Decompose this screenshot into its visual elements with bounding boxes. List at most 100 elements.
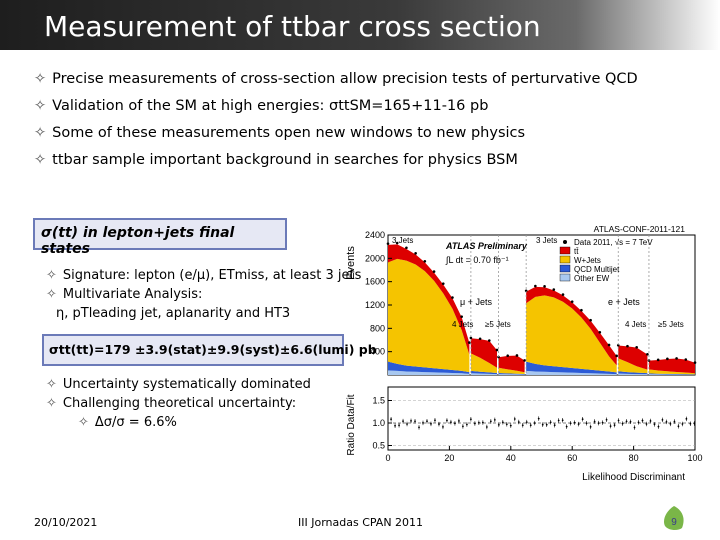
area-qcd-region-1 [470,370,497,375]
ratio-point [693,422,696,425]
data-point [534,284,537,288]
bullet-item: ✧ Validation of the SM at high energies: … [34,98,489,114]
ratio-point [533,422,536,424]
area-other-region-5 [648,374,695,375]
data-point [580,308,583,312]
chart-annotations: ATLAS Preliminary ∫L dt = 0.70 fb⁻¹ 3 Jets… [392,236,684,329]
page-number: 9 [671,517,677,528]
area-ttbar-region-2 [498,355,525,373]
chart-annotation: ≥5 Jets [485,320,511,329]
ratio-tick-label: 1.5 [372,396,385,406]
star-bullet-icon: ✧ [34,125,47,141]
ratio-point [521,424,524,427]
ratio-point [485,426,488,428]
slide-title: Measurement of ttbar cross section [44,10,541,43]
ratio-point [450,421,452,424]
x-tick-label: 60 [567,453,577,463]
area-ttbar-region-0 [388,244,470,355]
ratio-point [637,421,640,424]
area-wjets-region-1 [470,353,497,373]
star-bullet-icon: ✧ [46,268,57,283]
ratio-point [681,423,684,425]
ratio-point [633,426,636,429]
legend-label: Data 2011, √s = 7 TeV [574,238,653,247]
area-qcd-region-4 [618,371,648,375]
ratio-point [585,422,588,425]
star-bullet-icon: ✧ [46,287,57,302]
data-point [656,358,660,362]
data-point [488,339,491,342]
area-wjets-region-4 [618,358,648,374]
details-list: ✧ Signature: lepton (e/μ), ETmiss, at lea… [46,266,361,323]
legend-marker-data [563,240,567,244]
area-wjets-region-5 [648,369,695,375]
ratio-point [525,421,528,423]
area-other-region-2 [498,374,525,375]
ratio-point [673,420,676,423]
uncertainty-item: ✧ Uncertainty systematically dominated [46,377,311,392]
area-qcd-region-2 [498,372,525,375]
ratio-point [426,420,428,423]
legend-label: W+Jets [574,256,601,265]
y-tick-label: 2000 [365,253,385,263]
data-point [561,293,565,296]
ratio-point [541,423,544,426]
area-qcd-region-0 [388,361,470,374]
ratio-point [517,421,520,423]
area-wjets-region-2 [498,367,525,374]
footer-date: 20/10/2021 [34,516,98,529]
ratio-point [561,419,564,422]
data-point [607,343,611,347]
section-box-label: σ(tt) in lepton+jets final states [41,225,235,257]
data-point [469,336,473,340]
ratio-point [645,423,648,425]
plot-main: 400 800 1200 1600 2000 2400 [365,230,697,376]
area-wjets-region-0 [388,258,470,373]
x-tick-label: 40 [506,453,516,463]
x-tick-label: 0 [385,453,390,463]
area-ttbar-region-4 [618,345,648,370]
chart-annotation: e + Jets [608,297,640,307]
ratio-point [402,420,404,423]
data-point [468,341,471,344]
star-bullet-icon: ✧ [78,415,89,430]
ratio-point [477,421,480,424]
data-point [684,358,688,361]
area-other-region-4 [618,373,648,375]
data-point [451,296,454,299]
y-axis-label: Events [345,246,357,280]
ratio-point [581,418,584,421]
data-point [589,318,592,322]
ratio-point [418,426,420,429]
ratio-point [545,423,548,426]
ratio-point [501,421,504,424]
ratio-point [529,424,532,427]
ratio-point [569,422,572,425]
detail-subitem: η, pTleading jet, aplanarity and HT3 [56,306,291,321]
star-bullet-icon: ✧ [34,71,47,87]
area-other-region-1 [470,373,497,375]
data-point [495,348,499,352]
ratio-point [629,420,632,423]
legend-label: QCD Multijet [574,265,620,274]
ratio-point [422,421,424,424]
region-label: 3 Jets [536,236,557,245]
data-point [552,288,556,291]
bullet-item: ✧ ttbar sample important background in se… [34,152,518,168]
footer-event: III Jornadas CPAN 2011 [298,516,424,529]
ratio-point [414,420,416,423]
plot-ratio: 0.5 1.0 1.5 0 20 40 60 80 100 [372,386,703,463]
data-point [523,359,526,362]
ratio-point [497,423,500,426]
ratio-point [481,421,484,424]
data-point [543,285,546,288]
data-point [626,344,629,348]
bullet-item: ✧ Some of these measurements open new win… [34,125,526,141]
ratio-point [442,426,444,428]
star-bullet-icon: ✧ [46,396,57,411]
ratio-point [689,422,692,425]
ratio-point [458,420,460,422]
data-point [646,352,649,356]
detail-item: ✧ Signature: lepton (e/μ), ETmiss, at lea… [46,268,362,283]
